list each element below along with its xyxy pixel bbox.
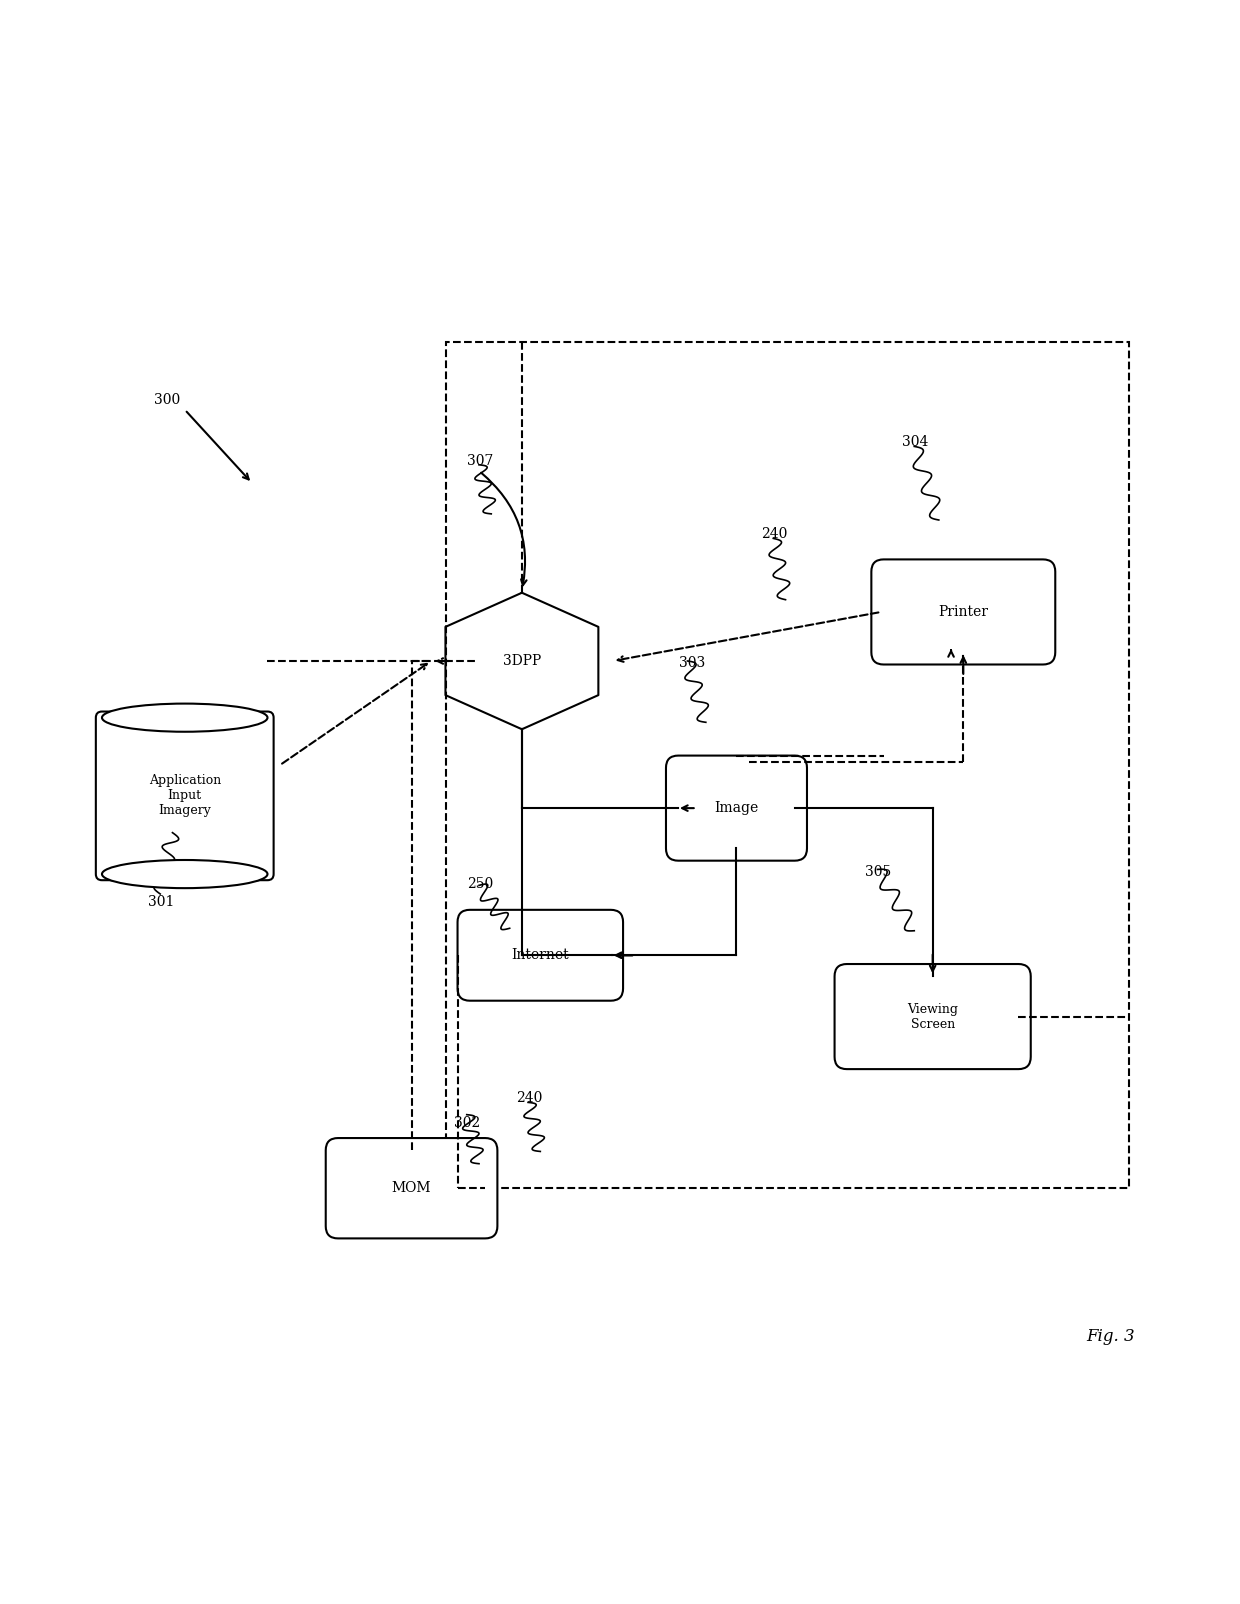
FancyBboxPatch shape xyxy=(95,712,274,881)
Text: Image: Image xyxy=(714,800,759,815)
FancyBboxPatch shape xyxy=(872,560,1055,664)
FancyBboxPatch shape xyxy=(458,909,622,1001)
Text: 307: 307 xyxy=(466,454,494,468)
Ellipse shape xyxy=(102,704,268,731)
Text: Application
Input
Imagery: Application Input Imagery xyxy=(149,775,221,818)
FancyBboxPatch shape xyxy=(326,1139,497,1238)
Text: Internet: Internet xyxy=(511,948,569,962)
Text: Printer: Printer xyxy=(939,605,988,619)
Text: 250: 250 xyxy=(466,877,494,890)
Text: 303: 303 xyxy=(678,656,706,670)
Ellipse shape xyxy=(102,860,268,889)
Text: 302: 302 xyxy=(455,1116,481,1129)
Text: 304: 304 xyxy=(901,435,929,449)
Text: 300: 300 xyxy=(154,393,180,406)
Text: Fig. 3: Fig. 3 xyxy=(1086,1328,1135,1346)
Text: 3DPP: 3DPP xyxy=(502,654,541,667)
Text: MOM: MOM xyxy=(392,1181,432,1195)
Text: 240: 240 xyxy=(761,528,787,542)
FancyBboxPatch shape xyxy=(835,964,1030,1070)
Text: 240: 240 xyxy=(516,1091,542,1105)
Text: 305: 305 xyxy=(866,865,892,879)
Text: 301: 301 xyxy=(148,895,175,909)
Text: Viewing
Screen: Viewing Screen xyxy=(908,1002,959,1030)
FancyBboxPatch shape xyxy=(666,755,807,861)
